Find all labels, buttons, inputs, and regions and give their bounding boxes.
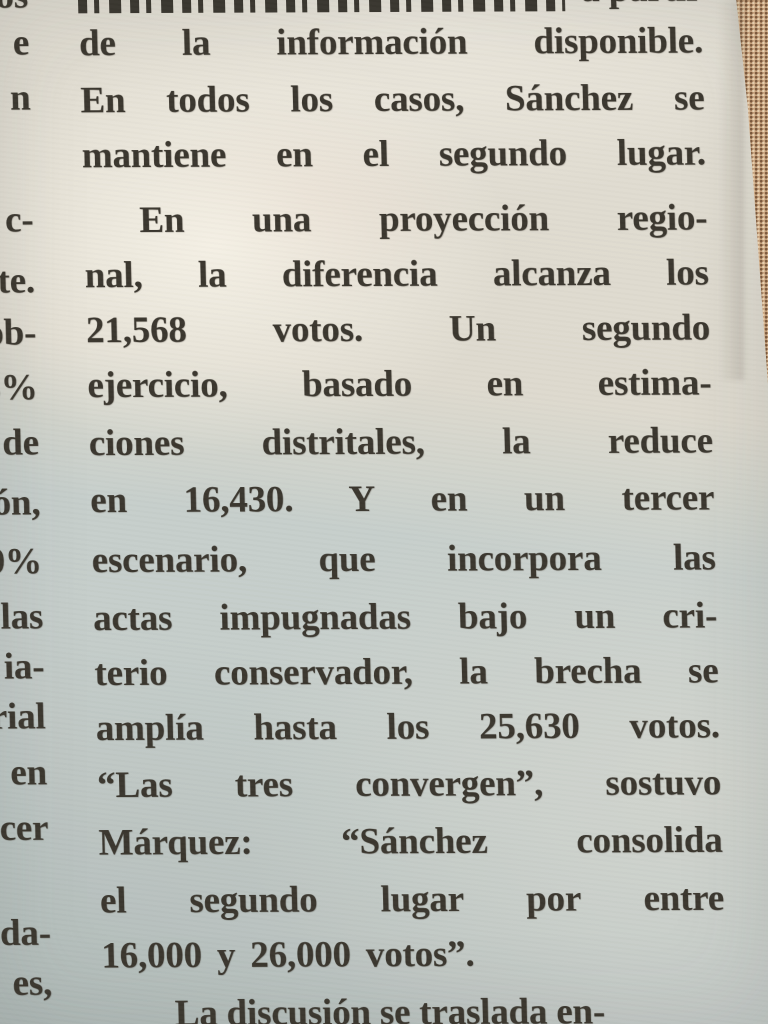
left-column-fragment: n xyxy=(9,77,31,119)
left-column-fragment: ob- xyxy=(0,312,37,354)
cropped-bottom-line: La discusión se traslada en- xyxy=(174,991,606,1024)
article-line: amplía hasta los 25,630 votos. xyxy=(95,705,721,750)
left-column-fragment: es, xyxy=(12,962,53,1004)
article-line: terio conservador, la brecha se xyxy=(93,650,719,695)
left-column-fragment: las xyxy=(0,596,44,638)
article-line: mantiene en el segundo lugar. xyxy=(81,132,707,177)
left-column-fragment: de xyxy=(1,422,40,464)
left-column-fragment: cer xyxy=(0,807,49,849)
article-line: Márquez: “Sánchez consolida xyxy=(98,819,724,864)
article-line: “Las tres convergen”, sostuvo xyxy=(96,762,722,807)
left-column-fragment: ia- xyxy=(3,646,45,688)
article-line: escenario, que incorpora las xyxy=(91,537,717,582)
left-column-fragment: te. xyxy=(0,260,36,302)
article-line: de la información disponible. xyxy=(78,20,704,65)
left-column-fragment: da- xyxy=(0,912,52,954)
article-line: 21,568 votos. Un segundo xyxy=(85,307,711,352)
article-line: nal, la diferencia alcanza los xyxy=(84,252,710,297)
left-column-fragment: e xyxy=(12,22,30,64)
article-line: en 16,430. Y en un tercer xyxy=(89,477,715,522)
left-column-fragment: 9% xyxy=(0,541,43,583)
article-line: actas impugnadas bajo un cri- xyxy=(92,595,718,640)
article-line: ciones distritales, la reduce xyxy=(88,420,714,465)
left-column-fragment: en xyxy=(9,752,48,794)
left-column-fragment: ón, xyxy=(0,482,41,524)
article-line: En una proyección regio- xyxy=(138,197,708,242)
article-line: En todos los casos, Sánchez se xyxy=(79,77,705,122)
article-line: ejercicio, basado en estima- xyxy=(86,362,712,407)
left-column-fragment: 3% xyxy=(0,367,38,409)
article-line: 16,000 y 26,000 votos”. xyxy=(100,933,475,977)
illegible-cropped-text xyxy=(77,0,566,14)
cropped-top-line: a partir xyxy=(77,0,702,17)
left-column-fragment: rial xyxy=(0,696,47,738)
article-line: el segundo lugar por entre xyxy=(99,877,725,922)
article-line: a partir xyxy=(580,0,703,15)
left-column-fragment: c- xyxy=(4,199,34,241)
